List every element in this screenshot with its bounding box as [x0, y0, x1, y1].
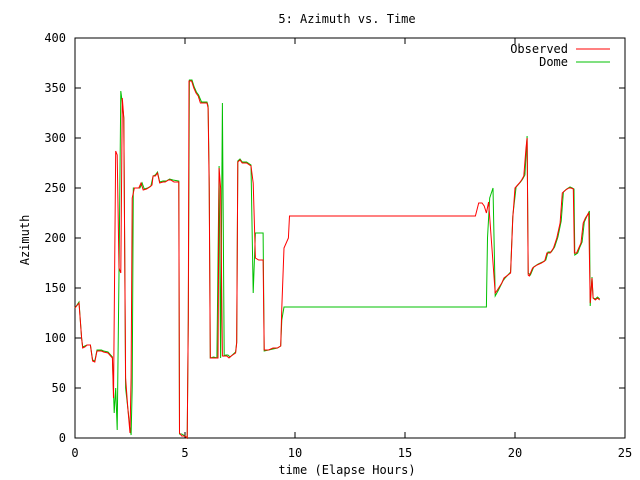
x-tick-label: 20	[508, 446, 522, 460]
y-tick-label: 100	[44, 331, 66, 345]
y-axis-label: Azimuth	[18, 215, 32, 266]
y-tick-label: 250	[44, 181, 66, 195]
series-lines	[74, 79, 601, 440]
y-tick-label: 50	[52, 381, 66, 395]
y-tick-label: 300	[44, 131, 66, 145]
series-line-observed	[74, 80, 601, 440]
y-tick-label: 150	[44, 281, 66, 295]
y-tick-label: 200	[44, 231, 66, 245]
x-axis-label: time (Elapse Hours)	[278, 463, 415, 477]
y-tick-label: 0	[59, 431, 66, 445]
x-tick-label: 25	[618, 446, 632, 460]
x-tick-label: 10	[288, 446, 302, 460]
plot-frame	[74, 37, 626, 439]
legend-label-observed: Observed	[510, 42, 568, 56]
y-tick-label: 350	[44, 81, 66, 95]
series-line-dome	[74, 79, 601, 440]
x-tick-label: 15	[398, 446, 412, 460]
x-tick-label: 0	[71, 446, 78, 460]
x-tick-label: 5	[181, 446, 188, 460]
chart-title: 5: Azimuth vs. Time	[278, 12, 415, 26]
legend-label-dome: Dome	[539, 55, 568, 69]
y-tick-label: 400	[44, 31, 66, 45]
